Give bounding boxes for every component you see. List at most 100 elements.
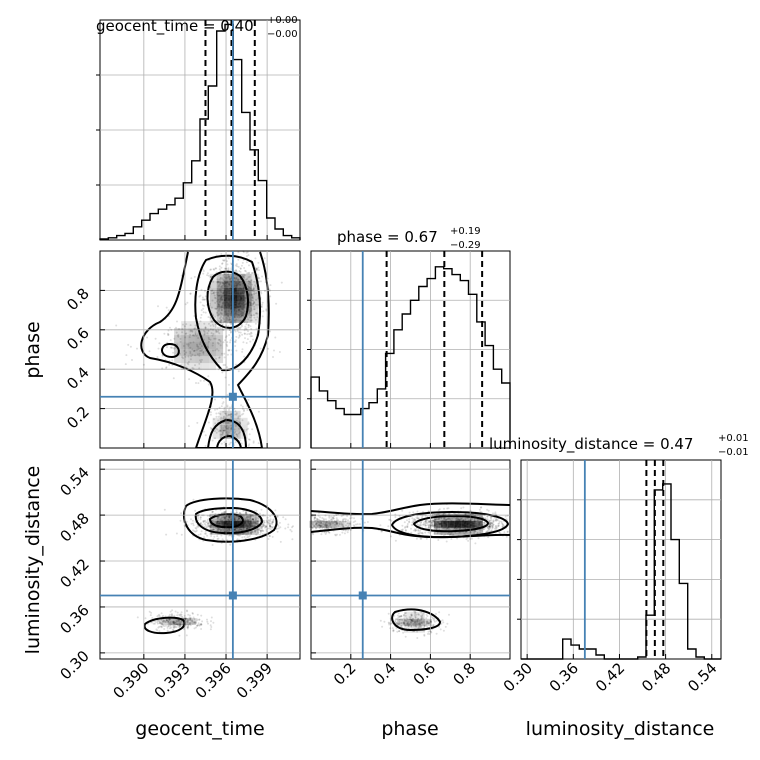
sample-point [252, 518, 254, 521]
gridlines [100, 20, 721, 659]
sample-point [258, 317, 261, 320]
sample-point [203, 520, 206, 522]
sample-point [217, 368, 220, 371]
sample-point [216, 529, 219, 532]
sample-point [245, 327, 248, 330]
sample-point [229, 326, 232, 329]
density-cell [181, 328, 189, 336]
density-cell [223, 520, 231, 528]
sample-point [240, 275, 243, 278]
sample-point [254, 525, 257, 528]
sample-point [237, 423, 240, 426]
sample-point [457, 534, 460, 537]
sample-point [181, 331, 184, 334]
sample-point [227, 518, 229, 521]
sample-point [227, 315, 230, 318]
sample-point [229, 419, 232, 422]
sample-point [207, 329, 210, 332]
sample-point [223, 276, 226, 279]
sample-point [229, 514, 232, 517]
density-cell [216, 527, 224, 535]
sample-point [243, 535, 246, 538]
sample-point [505, 535, 508, 538]
sample-point [257, 442, 260, 445]
sample-point [189, 292, 192, 295]
sample-point [223, 516, 226, 519]
sample-point [237, 265, 240, 268]
sample-point [210, 312, 213, 315]
sample-point [223, 529, 226, 532]
sample-point [226, 353, 229, 356]
ylabel-phase: phase [22, 321, 44, 378]
sample-point [249, 517, 252, 520]
sample-point [205, 348, 208, 351]
sample-point [244, 529, 247, 532]
sample-point [493, 527, 496, 530]
sample-point [226, 404, 229, 407]
sample-point [211, 439, 214, 442]
sample-point [203, 331, 206, 333]
density-cell [233, 424, 241, 432]
sample-point [195, 334, 198, 337]
tick-label-x-luminosity_distance: 0.48 [638, 659, 674, 695]
sample-point [196, 514, 199, 517]
sample-point [245, 516, 248, 519]
sample-point [402, 631, 405, 634]
sample-point [202, 520, 205, 522]
sample-point [212, 325, 215, 327]
sample-point [494, 525, 497, 528]
sample-point [259, 529, 262, 532]
density-cell [223, 513, 231, 521]
sample-point [350, 514, 353, 517]
sample-point [249, 304, 252, 307]
sample-point [229, 413, 232, 416]
sample-point [492, 520, 495, 523]
sample-point [205, 525, 208, 528]
sample-point [158, 630, 161, 633]
sample-point [180, 274, 183, 277]
sample-point [208, 302, 211, 305]
sample-point [163, 628, 166, 630]
sample-point [225, 270, 228, 273]
density-cell [237, 280, 245, 288]
sample-point [416, 517, 419, 520]
density-cell [174, 356, 182, 364]
sample-point [236, 327, 239, 330]
sample-point [167, 356, 169, 358]
sample-point [342, 529, 345, 531]
sample-point [220, 294, 223, 297]
sample-point [227, 268, 230, 271]
sample-point [226, 255, 229, 258]
sample-point [346, 531, 349, 534]
sample-point [180, 533, 183, 536]
sample-point [229, 534, 232, 536]
sample-point [236, 433, 239, 436]
sample-point [253, 524, 256, 527]
sample-point [219, 299, 222, 302]
sample-point [227, 325, 230, 328]
sample-point [388, 518, 391, 521]
sample-point [176, 343, 179, 346]
sample-point [204, 530, 207, 533]
sample-point [183, 524, 186, 527]
sample-point [241, 407, 244, 410]
sample-point [233, 517, 236, 520]
sample-point [165, 367, 168, 369]
sample-point [220, 529, 223, 532]
sample-point [192, 334, 195, 337]
xlabel-luminosity-distance: luminosity_distance [526, 718, 715, 740]
sample-point [225, 514, 228, 517]
density-cell [230, 273, 238, 281]
sample-point [236, 316, 239, 319]
sample-point [230, 412, 233, 415]
sample-point [189, 330, 192, 333]
tick-label-x-geocent_time: 0.390 [110, 659, 153, 702]
sample-point [170, 342, 173, 345]
sample-point [240, 516, 243, 519]
sample-point [154, 337, 157, 340]
sample-point [167, 329, 170, 332]
sample-point [201, 523, 204, 526]
sample-point [212, 333, 215, 335]
sample-point [323, 531, 326, 534]
sample-point [191, 519, 194, 522]
